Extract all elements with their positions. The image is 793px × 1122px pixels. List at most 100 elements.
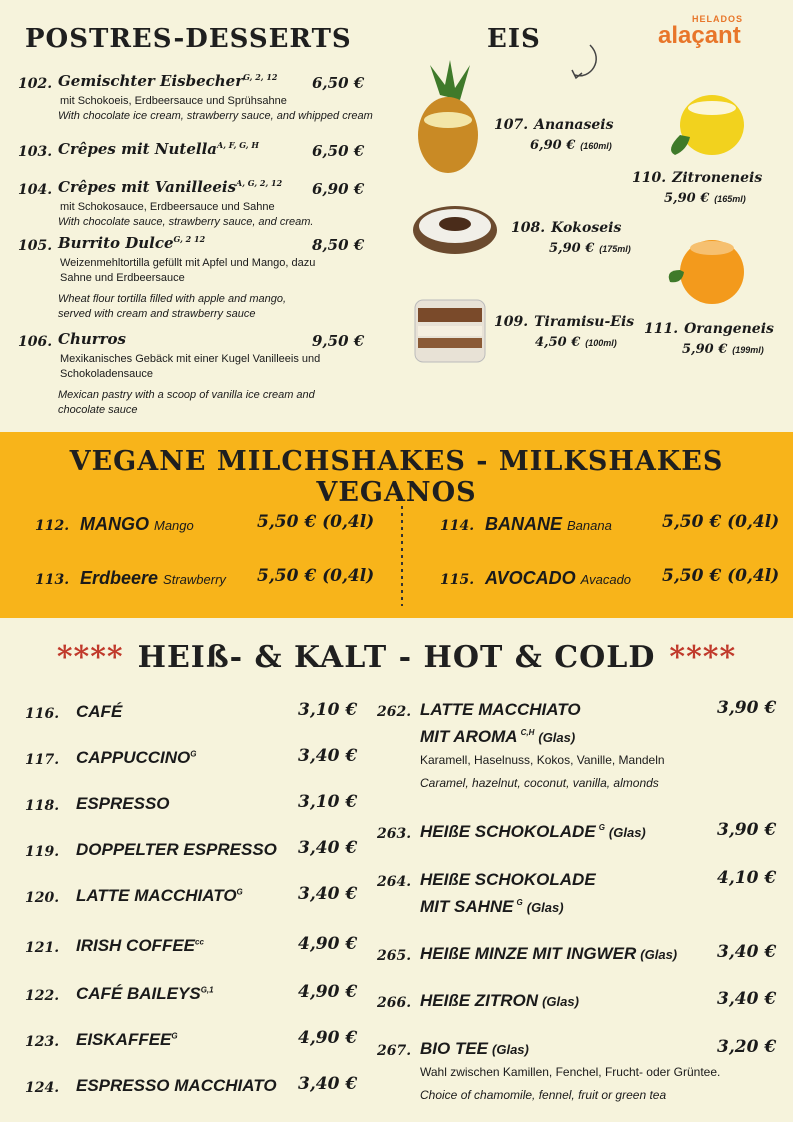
item-name-line: HEIßE SCHOKOLADE [420, 870, 596, 890]
stars: **** [56, 640, 124, 675]
lemon-image [671, 95, 744, 155]
eis-price: 5,90 € (199ml) [682, 340, 764, 358]
pineapple-image [418, 60, 478, 173]
desc-en: Wheat flour tortilla filled with apple a… [58, 293, 287, 320]
item-price: 3,40 € [298, 746, 358, 766]
allergens: A, G, 2, 12 [236, 178, 283, 188]
item-name: Crêpes mit VanilleeisA, G, 2, 12 [58, 178, 283, 196]
item-price: 8,50 € [312, 236, 365, 254]
item-number: 263. [377, 826, 412, 842]
item-number: 116. [25, 706, 60, 722]
item-name-block: HEIßE SCHOKOLADE MIT SAHNE G (Glas) [420, 870, 596, 917]
item-name: HEIßE ZITRON [420, 991, 539, 1010]
item-name-line: HEIßE SCHOKOLADE G (Glas) [420, 822, 646, 842]
item-name: AVOCADO [485, 568, 576, 588]
item-price: 4,50 € [535, 335, 581, 350]
item-number: 115. [440, 572, 475, 588]
item-price: 4,10 € [717, 868, 777, 888]
item-number: 120. [25, 890, 60, 906]
item-name-block: HEIßE MINZE MIT INGWER (Glas) [420, 944, 677, 964]
item-price: 3,40 € [717, 989, 777, 1009]
glas: (Glas) [526, 900, 564, 915]
item-name: IRISH COFFEEcc [76, 936, 204, 955]
item-number: 264. [377, 874, 412, 890]
glas: (Glas) [640, 947, 678, 962]
item-alt: Mango [154, 518, 194, 533]
item-name-line: MIT SAHNE G (Glas) [420, 897, 596, 917]
item-price: 4,90 € [298, 1028, 358, 1048]
item-price: 3,20 € [717, 1037, 777, 1057]
item-number: 123. [25, 1034, 60, 1050]
item-number: 119. [25, 844, 60, 860]
section-title: EIS [487, 24, 541, 54]
glas: (Glas) [538, 730, 576, 745]
desc-de: Weizenmehltortilla gefüllt mit Apfel und… [60, 257, 316, 284]
item-number: 105. [18, 238, 53, 254]
allergens: G [190, 749, 197, 759]
item-number: 108. [511, 220, 546, 236]
desc-en: Choice of chamomile, fennel, fruit or gr… [420, 1088, 667, 1102]
item-name: Tiramisu-Eis [534, 314, 635, 330]
item-number: 124. [25, 1080, 60, 1096]
item-name: CAFÉ [76, 702, 123, 721]
eis-item: 110. Zitroneneis [632, 169, 762, 187]
tiramisu-image [414, 299, 486, 363]
item-price: 3,10 € [298, 792, 358, 812]
item-number: 113. [35, 572, 70, 588]
item-number: 114. [440, 518, 475, 534]
shake-band [0, 432, 793, 618]
shake-name: Erdbeere Strawberry [80, 568, 226, 589]
item-name-line: HEIßE MINZE MIT INGWER (Glas) [420, 944, 677, 964]
desc-en: Mexican pastry with a scoop of vanilla i… [58, 389, 315, 416]
item-name: ESPRESSO [76, 794, 170, 813]
item-price: 5,90 € [549, 241, 595, 256]
allergens: G [598, 823, 605, 833]
item-name: LATTE MACCHIATO [420, 700, 581, 719]
item-name: Kokoseis [551, 220, 622, 236]
item-price: 6,50 € [312, 142, 365, 160]
item-price: 4,90 € [298, 934, 358, 954]
item-number: 262. [377, 704, 412, 720]
item-price: 3,40 € [298, 1074, 358, 1094]
item-name: CAPPUCCINOG [76, 748, 197, 767]
orange-image [668, 240, 744, 304]
item-price: 6,90 € [530, 138, 576, 153]
allergens: A, F, G, H [217, 140, 259, 150]
item-name: Burrito DulceG, 2 12 [58, 234, 206, 252]
item-number: 122. [25, 988, 60, 1004]
allergens: G, 2 12 [173, 234, 206, 244]
desc-en: Caramel, hazelnut, coconut, vanilla, alm… [420, 776, 659, 790]
item-name: Gemischter EisbecherG, 2, 12 [58, 72, 278, 90]
allergens: G [516, 898, 523, 908]
eis-item: 108. Kokoseis [511, 219, 621, 237]
item-number: 121. [25, 940, 60, 956]
allergens: cc [195, 937, 204, 947]
eis-price: 4,50 € (100ml) [535, 333, 617, 351]
item-name: Orangeneis [684, 321, 774, 337]
item-number: 267. [377, 1043, 412, 1059]
eis-item: 111. Orangeneis [644, 320, 774, 338]
item-name-2: MIT AROMA [420, 727, 518, 746]
item-number: 106. [18, 334, 53, 350]
glas: (Glas) [492, 1042, 529, 1057]
item-size: (160ml) [580, 141, 612, 151]
item-name: LATTE MACCHIATOG [76, 886, 243, 905]
item-price: 3,90 € [717, 698, 777, 718]
item-price: 3,40 € [717, 942, 777, 962]
item-price: 5,50 € (0,4l) [662, 512, 780, 532]
item-name-block: HEIßE ZITRON (Glas) [420, 991, 579, 1011]
item-name: DOPPELTER ESPRESSO [76, 840, 277, 859]
item-price: 5,50 € (0,4l) [257, 566, 375, 586]
desc-en: With chocolate sauce, strawberry sauce, … [58, 216, 314, 228]
item-number: 111. [644, 321, 679, 337]
item-number: 118. [25, 798, 60, 814]
item-name: MANGO [80, 514, 149, 534]
item-price: 4,90 € [298, 982, 358, 1002]
item-number: 117. [25, 752, 60, 768]
desc-de: Karamell, Haselnuss, Kokos, Vanille, Man… [420, 753, 665, 767]
item-alt: Strawberry [163, 572, 226, 587]
item-name: HEIßE SCHOKOLADE [420, 822, 596, 841]
section-title: VEGANE MILCHSHAKES - MILKSHAKES VEGANOS [69, 446, 724, 508]
item-price: 3,40 € [298, 838, 358, 858]
coconut-image [413, 206, 497, 254]
